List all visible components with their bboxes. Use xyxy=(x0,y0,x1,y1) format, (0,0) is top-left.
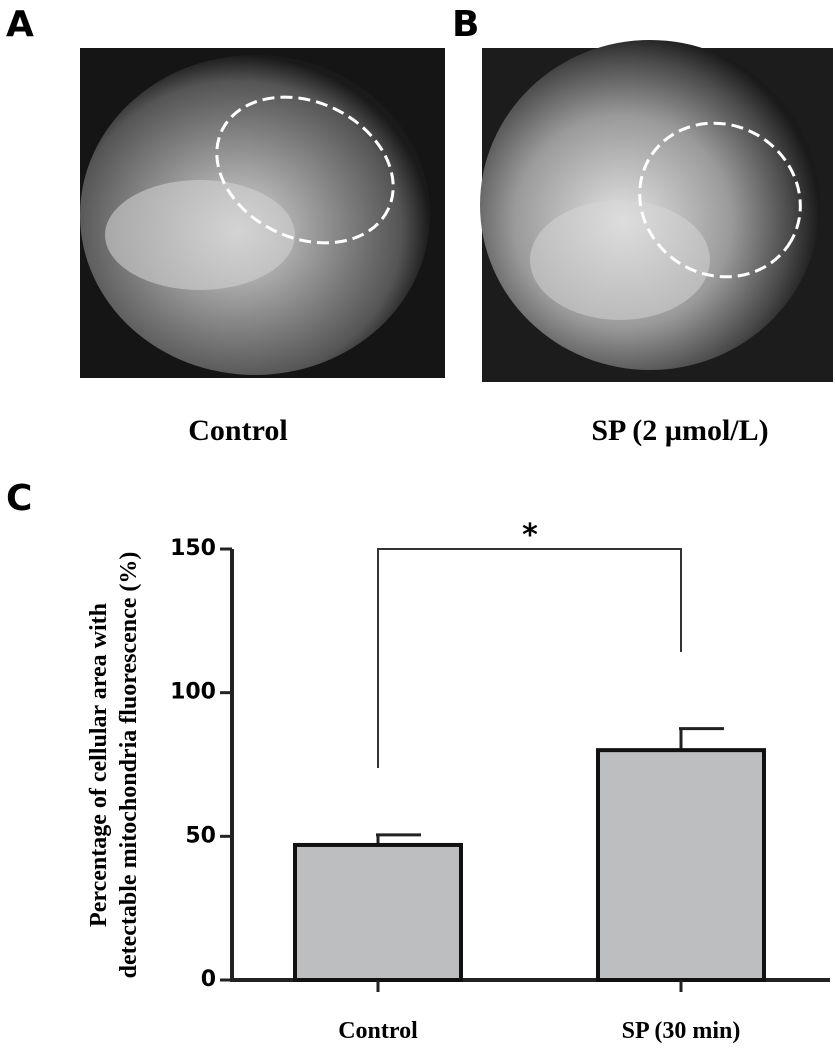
y-axis-label: Percentage of cellular area with xyxy=(86,603,112,927)
x-tick-label: SP (30 min) xyxy=(622,1018,741,1044)
x-tick-label: Control xyxy=(338,1018,418,1044)
bar xyxy=(596,748,766,983)
micrograph-a xyxy=(80,48,445,378)
y-axis-label: detectable mitochondria fluorescence (%) xyxy=(116,552,142,979)
significance-mark: * xyxy=(522,518,538,553)
panel-label: C xyxy=(6,478,32,519)
caption: SP (2 µmol/L) xyxy=(591,414,768,447)
y-tick-label: 100 xyxy=(170,680,216,705)
y-tick-label: 0 xyxy=(201,967,216,992)
significance-bracket xyxy=(377,548,682,768)
caption: Control xyxy=(188,414,287,447)
y-tick-label: 150 xyxy=(170,536,216,561)
micrograph-b xyxy=(480,40,833,382)
bar xyxy=(293,842,463,982)
y-tick-label: 50 xyxy=(185,823,216,848)
panel-label: B xyxy=(452,4,479,45)
panel-label: A xyxy=(6,4,34,45)
